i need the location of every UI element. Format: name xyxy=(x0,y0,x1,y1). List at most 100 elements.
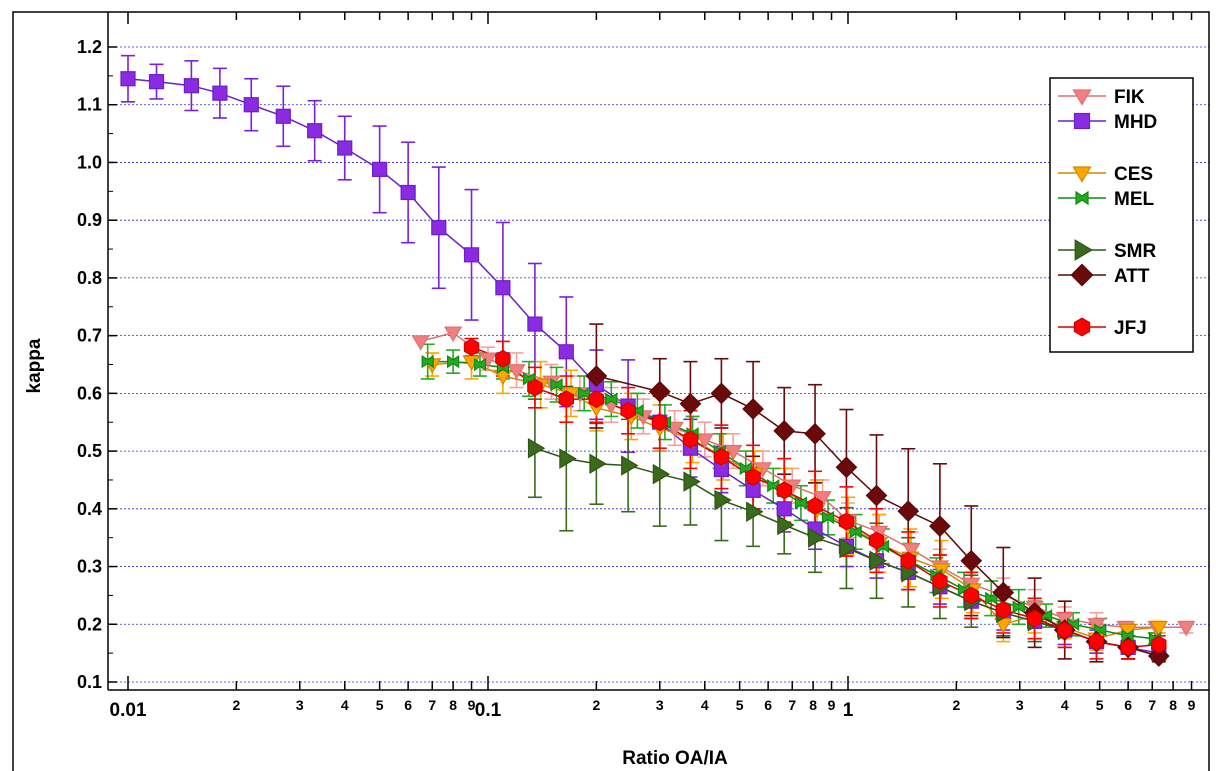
data-point-smr xyxy=(652,463,671,485)
x-minor-tick-label: 9 xyxy=(1188,697,1196,713)
x-minor-tick-label: 4 xyxy=(341,697,349,713)
x-minor-tick-label: 6 xyxy=(764,697,772,713)
data-point-fik xyxy=(902,543,921,559)
x-minor-tick-label: 2 xyxy=(952,697,960,713)
data-point-fik xyxy=(507,364,526,380)
legend-label-jfj: JFJ xyxy=(1114,318,1147,339)
data-point-smr xyxy=(808,527,826,548)
data-point-jfj xyxy=(463,338,480,357)
data-point-jfj xyxy=(1026,609,1043,628)
legend-marker-jfj xyxy=(1073,317,1091,337)
data-point-smr xyxy=(589,453,607,475)
x-minor-tick-label: 3 xyxy=(656,697,664,713)
data-point-jfj xyxy=(651,413,668,432)
plot-frame xyxy=(12,11,1210,771)
x-minor-tick-label: 7 xyxy=(428,697,436,713)
y-tick-label: 0.6 xyxy=(77,383,102,403)
data-point-att xyxy=(960,549,983,572)
data-point-fik xyxy=(813,491,832,507)
axes: 0.1 0.2 0.3 0.4 0.5 0.6 0.7 0.8 0.9 1.0 1.1 1.2 0.01… xyxy=(77,12,1209,721)
data-point-jfj xyxy=(900,551,917,570)
x-minor-tick-label: 4 xyxy=(1061,697,1069,713)
data-point-jfj xyxy=(1151,635,1167,654)
data-point-jfj xyxy=(807,497,823,515)
x-minor-tick-label: 6 xyxy=(1124,697,1132,713)
data-point-att xyxy=(648,380,671,403)
legend-label-mhd: MHD xyxy=(1114,112,1157,133)
data-point-jfj xyxy=(868,531,885,550)
data-point-smr xyxy=(777,514,795,536)
x-minor-tick-label: 7 xyxy=(788,697,796,713)
data-point-jfj xyxy=(1056,621,1073,639)
legend: FIK MHD CES MEL SMR ATT JFJ xyxy=(1049,77,1194,353)
data-point-fik xyxy=(1177,620,1196,637)
data-point-smr xyxy=(559,448,577,469)
legend-marker-mel xyxy=(1075,190,1089,206)
data-point-mhd xyxy=(307,123,323,139)
y-tick-label: 0.4 xyxy=(77,499,102,519)
data-point-jfj xyxy=(682,430,699,449)
data-point-jfj xyxy=(745,468,761,486)
data-point-jfj xyxy=(776,481,793,500)
legend-marker-mhd xyxy=(1073,112,1091,130)
data-point-jfj xyxy=(1120,638,1136,657)
data-point-jfj xyxy=(620,401,636,420)
data-point-mel xyxy=(447,355,460,369)
data-point-jfj xyxy=(495,349,511,368)
x-minor-tick-label: 5 xyxy=(736,697,744,713)
legend-marker-att xyxy=(1070,263,1094,287)
data-point-mel xyxy=(605,392,618,406)
data-point-mhd xyxy=(400,184,416,201)
data-point-mhd xyxy=(558,344,574,360)
data-point-att xyxy=(865,484,888,507)
x-minor-tick-label: 9 xyxy=(468,697,476,713)
x-minor-tick-label: 2 xyxy=(592,697,600,713)
x-minor-tick-label: 7 xyxy=(1148,697,1156,713)
y-tick-label: 0.2 xyxy=(77,614,102,634)
legend-label-mel: MEL xyxy=(1114,189,1155,210)
data-point-att xyxy=(804,422,826,445)
series-markers xyxy=(120,71,1196,667)
data-point-jfj xyxy=(963,586,980,605)
legend-label-att: ATT xyxy=(1114,266,1150,287)
x-minor-tick-label: 8 xyxy=(449,697,457,713)
data-point-ces xyxy=(493,369,513,386)
legend-label-fik: FIK xyxy=(1114,87,1145,108)
y-tick-label: 0.3 xyxy=(77,557,102,577)
data-point-mhd xyxy=(120,71,136,87)
data-point-jfj xyxy=(995,600,1012,619)
y-tick-label: 0.9 xyxy=(77,210,102,230)
legend-marker-ces xyxy=(1072,166,1092,183)
data-point-mhd xyxy=(212,85,228,101)
legend-box xyxy=(1049,77,1194,353)
y-tick-label: 0.1 xyxy=(77,672,102,692)
y-axis-title: kappa xyxy=(24,338,45,393)
y-tick-label: 0.5 xyxy=(77,441,102,461)
data-point-fik xyxy=(695,433,714,449)
y-tick-label: 0.7 xyxy=(77,326,102,346)
data-point-mhd xyxy=(776,501,792,517)
x-minor-tick-label: 5 xyxy=(1096,697,1104,713)
data-point-mhd xyxy=(183,78,199,94)
x-axis-title: Ratio OA/IA xyxy=(622,748,728,769)
data-point-mhd xyxy=(527,316,543,332)
x-minor-tick-label: 8 xyxy=(1169,697,1177,713)
x-minor-tick-label: 8 xyxy=(809,697,817,713)
x-minor-tick-label: 5 xyxy=(376,697,384,713)
data-point-smr xyxy=(746,501,764,522)
data-point-smr xyxy=(839,537,857,559)
data-point-mel xyxy=(849,525,862,539)
data-point-mel xyxy=(473,357,487,372)
data-point-smr xyxy=(869,550,887,572)
data-point-fik xyxy=(444,326,463,342)
y-tick-label: 0.8 xyxy=(77,268,102,288)
data-point-mhd xyxy=(275,108,291,124)
data-point-att xyxy=(1147,645,1170,667)
x-minor-tick-label: 3 xyxy=(1016,697,1024,713)
legend-marker-smr xyxy=(1074,239,1093,261)
data-point-mel xyxy=(794,496,808,510)
data-point-att xyxy=(929,515,951,537)
data-point-mel xyxy=(550,378,563,392)
x-minor-tick-label: 6 xyxy=(404,697,412,713)
data-point-mel xyxy=(821,510,835,525)
